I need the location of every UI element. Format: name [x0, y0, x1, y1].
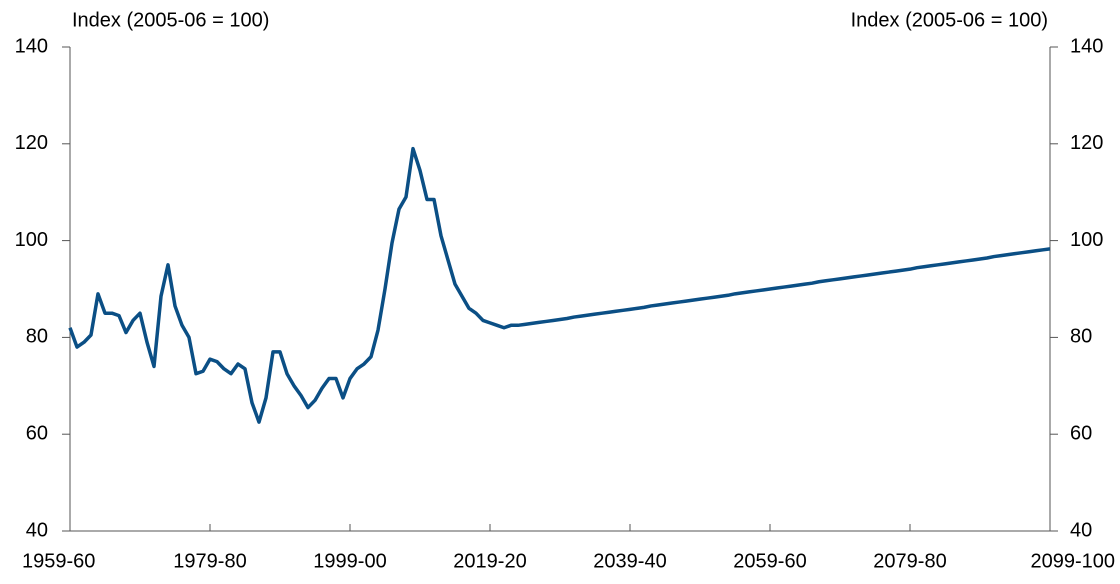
y-tick-label: 140	[15, 35, 48, 57]
y2-tick-label: 80	[1070, 326, 1092, 348]
y-tick-label: 60	[26, 422, 48, 444]
x-tick-label: 2079-80	[873, 550, 946, 572]
x-tick-label: 1999-00	[313, 550, 386, 572]
x-tick-label: 1959-60	[22, 550, 95, 572]
y-tick-label: 100	[15, 229, 48, 251]
y2-tick-label: 60	[1070, 422, 1092, 444]
x-tick-label: 2059-60	[733, 550, 806, 572]
y2-tick-label: 120	[1070, 132, 1103, 154]
data-line	[68, 146, 1051, 424]
y2-tick-label: 140	[1070, 35, 1103, 57]
y-axis-title: Index (2005-06 = 100)	[72, 9, 269, 31]
x-tick-label: 2099-100	[1030, 550, 1115, 572]
y-tick-label: 40	[26, 519, 48, 541]
x-tick-label: 2039-40	[593, 550, 666, 572]
y2-tick-label: 40	[1070, 519, 1092, 541]
x-tick-label: 1979-80	[173, 550, 246, 572]
y-tick-label: 80	[26, 326, 48, 348]
y2-axis-title: Index (2005-06 = 100)	[851, 9, 1048, 31]
x-tick-label: 2019-20	[453, 550, 526, 572]
y2-tick-label: 100	[1070, 229, 1103, 251]
y-tick-label: 120	[15, 132, 48, 154]
